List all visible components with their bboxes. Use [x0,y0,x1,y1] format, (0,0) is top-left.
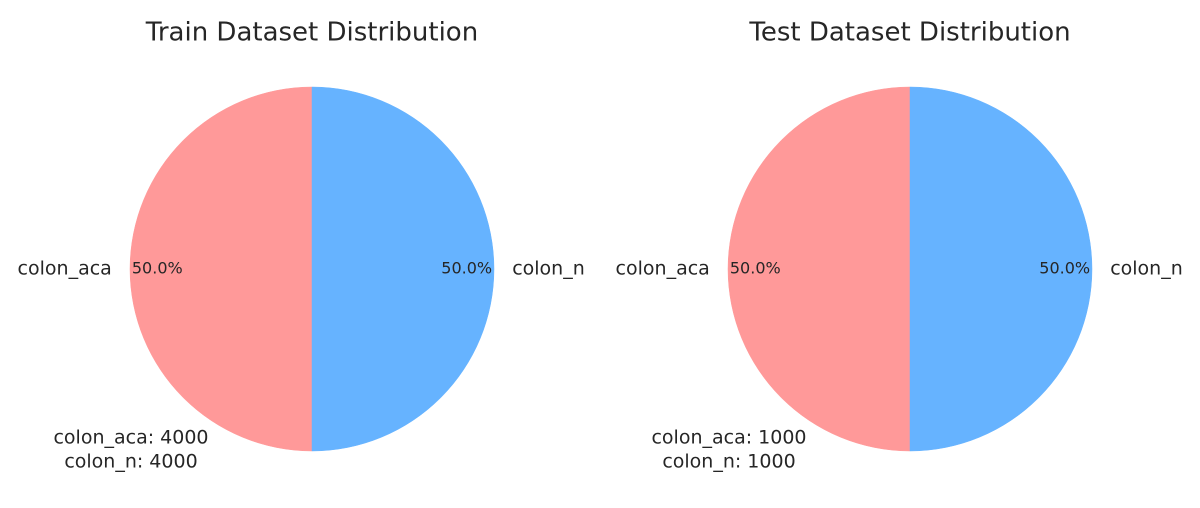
pie-slice-colon-n [909,86,1093,452]
count-annotation: colon_aca: 4000 [53,427,208,449]
count-annotation: colon_n: 4000 [64,451,197,473]
count-annotation: colon_aca: 1000 [651,427,806,449]
pie-slice-colon-aca [129,86,313,452]
percent-label: 50.0% [730,259,781,278]
slice-label: colon_n [512,258,585,280]
pie-chart-test: Test Dataset Distribution 50.0% colon_aca 5… [616,18,1183,473]
slice-label: colon_aca [18,258,112,280]
count-annotation: colon_n: 1000 [662,451,795,473]
percent-label: 50.0% [1039,259,1090,278]
pie-slice-colon-n [311,86,495,452]
pie-chart-train: Train Dataset Distribution 50.0% colon_aca… [18,18,585,473]
chart-title: Train Dataset Distribution [145,18,478,48]
slice-label: colon_n [1110,258,1183,280]
percent-label: 50.0% [132,259,183,278]
pie-slice-colon-aca [727,86,911,452]
chart-title: Test Dataset Distribution [748,18,1070,48]
slice-label: colon_aca [616,258,710,280]
percent-label: 50.0% [441,259,492,278]
